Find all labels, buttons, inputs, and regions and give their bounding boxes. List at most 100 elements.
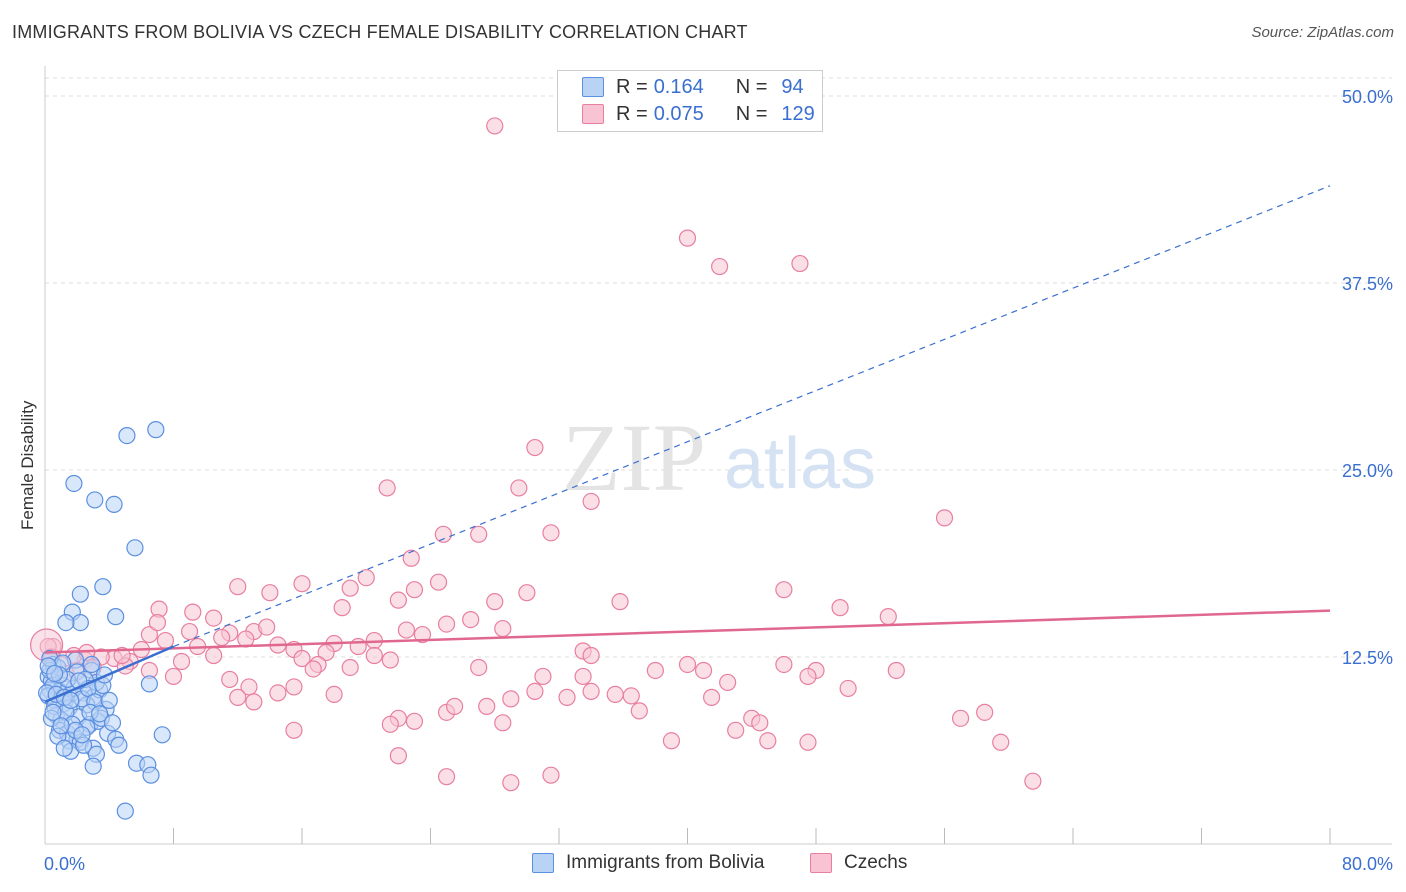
data-point	[611, 593, 629, 611]
data-point	[662, 732, 681, 750]
data-point	[389, 591, 407, 609]
data-point	[582, 682, 600, 701]
data-point	[775, 581, 793, 599]
data-point	[719, 673, 737, 692]
legend-r-label: R =	[616, 102, 648, 125]
bottom-legend-label: Immigrants from Bolivia	[566, 852, 765, 873]
data-point	[470, 658, 488, 677]
watermark-atlas: atlas	[724, 424, 876, 504]
data-point	[397, 621, 416, 639]
data-point	[103, 714, 122, 732]
data-point	[935, 509, 954, 527]
source-label: Source: ZipAtlas.com	[1251, 24, 1394, 41]
data-point	[52, 717, 70, 735]
data-point	[172, 652, 191, 671]
legend-n-label: N =	[735, 102, 768, 125]
data-point	[205, 609, 223, 627]
tick-labels: 12.5% 25.0% 37.5% 50.0% 0.0% 80.0%	[44, 87, 1393, 874]
data-point	[831, 599, 849, 617]
data-point	[702, 688, 721, 706]
legend-r-label: R =	[616, 75, 648, 98]
legend-row-bolivia: R = 0.164 N = 94	[582, 74, 804, 100]
data-point	[405, 712, 424, 730]
data-point	[147, 421, 165, 439]
legend-row-czechs: R = 0.075 N = 129	[582, 101, 815, 127]
data-point	[502, 774, 520, 792]
data-point	[887, 661, 905, 680]
data-point	[799, 667, 817, 686]
y-axis-label: Female Disability	[18, 400, 37, 530]
trend-lines	[44, 185, 1331, 704]
data-point	[293, 649, 311, 668]
grid-lines	[45, 77, 1392, 658]
data-point	[486, 117, 504, 135]
data-point	[153, 726, 171, 744]
watermark: ZIP atlas	[562, 404, 876, 511]
legend-r-value: 0.075	[653, 102, 704, 125]
data-point	[582, 492, 600, 511]
x-tick-label-max: 80.0%	[1342, 854, 1393, 874]
data-point	[84, 757, 102, 775]
data-point	[71, 585, 89, 603]
legend-r-value: 0.164	[653, 75, 704, 98]
data-point	[113, 646, 131, 665]
data-point	[606, 685, 624, 704]
legend-n-label: N =	[735, 75, 768, 98]
data-point	[462, 610, 480, 629]
data-point	[405, 581, 424, 599]
data-point	[437, 768, 456, 786]
data-point	[333, 599, 351, 617]
data-point	[558, 688, 576, 706]
trend-line-czechs	[44, 609, 1331, 654]
data-point	[951, 709, 970, 727]
data-point	[86, 491, 104, 509]
data-point	[791, 254, 809, 273]
data-point	[518, 584, 536, 602]
data-point	[62, 691, 80, 709]
data-point	[437, 615, 456, 633]
data-point	[486, 593, 504, 611]
data-point	[678, 229, 697, 247]
data-point	[429, 573, 448, 591]
data-point	[510, 479, 528, 497]
data-point	[630, 702, 648, 720]
data-point	[82, 655, 101, 674]
watermark-zip: ZIP	[562, 404, 706, 511]
legend-n-value: 129	[781, 102, 815, 125]
data-point	[381, 715, 399, 733]
trend-line-bolivia-dashed	[173, 185, 1331, 648]
bottom-swatch-blue	[532, 853, 554, 873]
data-point	[341, 579, 359, 597]
data-point	[94, 578, 112, 596]
legend-n-value: 94	[781, 75, 804, 98]
data-point	[107, 608, 125, 626]
data-point	[976, 703, 994, 721]
x-tick-label-min: 0.0%	[44, 854, 85, 874]
data-point	[389, 747, 407, 765]
axes	[44, 66, 1392, 845]
data-point	[839, 679, 857, 698]
bolivia-points	[38, 421, 171, 820]
data-point	[992, 733, 1010, 751]
data-point	[727, 721, 745, 739]
data-point	[434, 525, 452, 543]
data-point	[365, 646, 383, 665]
data-point	[118, 426, 136, 445]
chart-title: IMMIGRANTS FROM BOLIVIA VS CZECH FEMALE …	[12, 22, 748, 42]
data-point	[91, 705, 109, 723]
data-point	[156, 631, 175, 650]
data-point	[413, 625, 432, 644]
data-point	[110, 736, 128, 754]
data-point	[646, 661, 664, 680]
data-point	[526, 438, 544, 457]
data-point	[502, 690, 520, 708]
data-point	[711, 257, 729, 276]
data-point	[879, 608, 897, 626]
data-point	[71, 613, 89, 632]
data-point	[261, 584, 279, 602]
data-point	[269, 684, 287, 702]
data-point	[542, 524, 560, 542]
data-point	[221, 670, 239, 689]
data-point	[542, 766, 560, 784]
data-point	[1024, 772, 1042, 790]
